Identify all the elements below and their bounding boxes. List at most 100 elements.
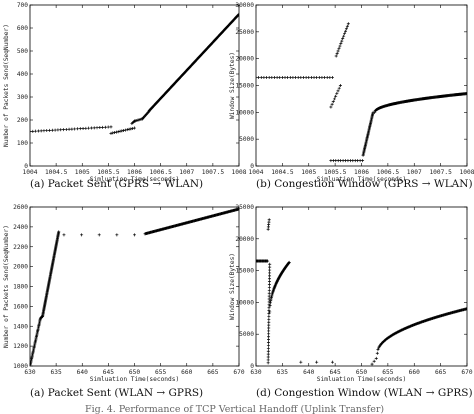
data-point: [266, 355, 270, 359]
data-point: [266, 259, 270, 263]
data-point: [133, 233, 136, 237]
data-point: [64, 127, 68, 131]
x-axis-label: Simluation Time(seconds): [317, 376, 406, 383]
y-tick-label: 25000: [235, 29, 254, 36]
data-point: [268, 274, 272, 278]
x-tick-label: 1004: [23, 169, 38, 176]
data-point: [340, 39, 344, 43]
caption-a: (a) Packet Sent (GPRS → WLAN): [30, 178, 203, 190]
plot-frame: [29, 206, 240, 367]
data-point: [287, 260, 291, 264]
data-point: [113, 131, 117, 135]
data-point: [31, 129, 35, 133]
y-tick-label: 2200: [13, 244, 28, 251]
data-point: [118, 129, 122, 133]
y-axis-label: Window Size(Bytes): [229, 253, 236, 320]
x-tick-label: 645: [103, 369, 114, 376]
x-tick-label: 1004.5: [271, 169, 294, 176]
data-point: [283, 75, 287, 79]
data-point: [335, 92, 339, 96]
data-point: [70, 127, 74, 131]
data-point: [103, 125, 107, 129]
data-point: [344, 29, 348, 33]
y-tick-label: 200: [17, 117, 28, 124]
x-tick-label: 640: [303, 369, 314, 376]
x-axis-label: Simluation Time(seconds): [90, 176, 179, 183]
x-tick-label: 635: [277, 369, 288, 376]
y-tick-label: 2400: [13, 224, 28, 231]
x-tick-label: 1005: [301, 169, 316, 176]
data-point: [67, 127, 71, 131]
data-point: [331, 100, 335, 104]
y-tick-label: 15000: [235, 268, 254, 275]
data-point: [78, 127, 82, 131]
data-point: [337, 86, 341, 90]
data-point: [280, 75, 284, 79]
y-tick-label: 300: [17, 94, 28, 101]
data-point: [56, 128, 60, 132]
data-points: [256, 218, 467, 366]
data-point: [268, 303, 272, 307]
data-point: [323, 75, 327, 79]
x-tick-label: 630: [24, 369, 35, 376]
x-tick-label: 665: [207, 369, 218, 376]
y-tick-label: 20000: [235, 236, 254, 243]
data-point: [267, 306, 271, 310]
data-point: [338, 44, 342, 48]
data-point: [131, 126, 135, 130]
data-point: [296, 75, 300, 79]
x-tick-label: 650: [129, 369, 140, 376]
data-point: [267, 312, 271, 316]
data-point: [267, 288, 271, 292]
data-point: [266, 361, 270, 365]
data-point: [109, 131, 113, 135]
data-point: [361, 159, 365, 163]
data-point: [266, 352, 270, 356]
data-point: [465, 92, 467, 96]
data-point: [30, 130, 32, 133]
data-point: [122, 128, 126, 132]
data-point: [123, 128, 127, 132]
data-point: [45, 129, 49, 133]
x-tick-label: 635: [51, 369, 62, 376]
y-tick-label: 5000: [239, 331, 254, 338]
y-tick-label: 2600: [13, 204, 28, 211]
data-point: [270, 75, 274, 79]
data-point: [267, 277, 271, 281]
data-point: [75, 127, 79, 131]
data-point: [341, 37, 345, 41]
y-tick-label: 25000: [235, 204, 254, 211]
data-point: [304, 75, 308, 79]
data-point: [257, 75, 261, 79]
data-point: [376, 348, 380, 352]
y-tick-label: 700: [17, 2, 28, 9]
data-point: [330, 75, 334, 79]
data-point: [315, 75, 319, 79]
x-tick-label: 1005.5: [97, 169, 120, 176]
data-point: [334, 94, 338, 98]
y-axis-label: Number of Packets Send(SeqNumber): [3, 24, 10, 147]
y-tick-label: 400: [17, 71, 28, 78]
data-point: [120, 129, 124, 133]
data-point: [299, 360, 303, 364]
data-point: [80, 233, 84, 237]
data-point: [34, 129, 38, 133]
data-point: [373, 110, 377, 114]
data-point: [299, 75, 303, 79]
data-point: [262, 75, 266, 79]
data-point: [73, 127, 77, 131]
y-tick-label: 1600: [13, 303, 28, 310]
x-axis-label: Simluation Time(seconds): [317, 176, 406, 183]
data-point: [92, 126, 96, 130]
x-tick-label: 1005: [75, 169, 90, 176]
data-point: [268, 310, 272, 314]
data-point: [116, 130, 120, 134]
data-point: [268, 265, 272, 269]
data-point: [89, 126, 93, 130]
y-tick-label: 10000: [235, 299, 254, 306]
y-tick-label: 1400: [13, 323, 28, 330]
data-point: [133, 126, 136, 130]
y-tick-label: 10000: [235, 109, 254, 116]
data-point: [267, 320, 271, 324]
figure-caption: Fig. 4. Performance of TCP Vertical Hand…: [85, 404, 384, 414]
